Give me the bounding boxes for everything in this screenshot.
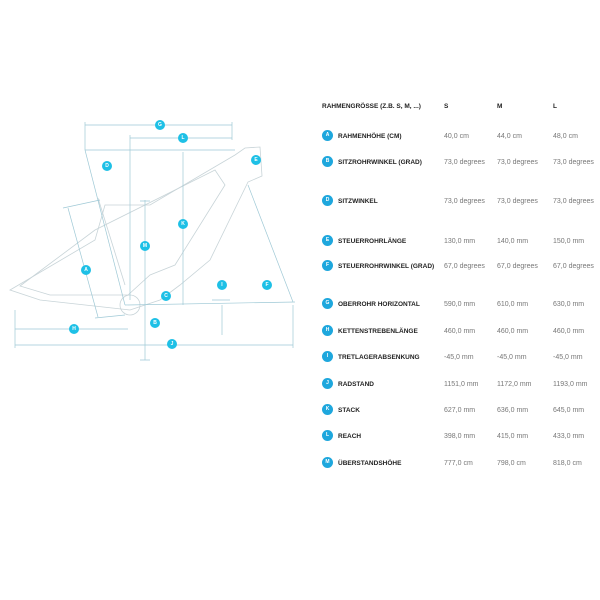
header-size-label: RAHMENGRÖSSE (Z.B. S, M, ...) [322,103,421,110]
diagram-label-i: I [217,280,227,290]
diagram-label-b: B [150,318,160,328]
value-l: 48,0 cm [553,133,578,140]
value-s: 1151,0 mm [444,381,479,388]
value-s: 40,0 cm [444,133,469,140]
row-label: ÜBERSTANDSHÖHE [338,460,402,467]
value-m: 636,0 mm [497,407,529,414]
letter-badge: A [322,130,333,141]
letter-badge: L [322,430,333,441]
value-s: 627,0 mm [444,407,476,414]
letter-badge: G [322,298,333,309]
header-size-m: M [497,103,503,110]
value-m: 1172,0 mm [497,381,532,388]
row-label: SITZROHRWINKEL (GRAD) [338,159,422,166]
row-label: RADSTAND [338,381,374,388]
diagram-label-j: J [167,339,177,349]
value-m: 415,0 mm [497,433,529,440]
letter-badge: D [322,195,333,206]
value-s: 460,0 mm [444,328,476,335]
row-label: REACH [338,433,362,440]
value-m: 140,0 mm [497,238,529,245]
diagram-label-m: M [140,241,150,251]
value-m: 44,0 cm [497,133,522,140]
diagram-label-k: K [178,219,188,229]
value-l: 1193,0 mm [553,381,588,388]
value-l: 150,0 mm [553,238,585,245]
row-label: TRETLAGERABSENKUNG [338,354,420,361]
value-l: 818,0 cm [553,460,582,467]
value-l: 73,0 degrees [553,198,594,205]
value-l: 433,0 mm [553,433,585,440]
value-s: 398,0 mm [444,433,476,440]
diagram-label-g: G [155,120,165,130]
diagram-label-h: H [69,324,79,334]
letter-badge: H [322,325,333,336]
row-label: OBERROHR HORIZONTAL [338,301,420,308]
value-l: 460,0 mm [553,328,585,335]
letter-badge: B [322,156,333,167]
header-size-s: S [444,103,449,110]
letter-badge: K [322,404,333,415]
letter-badge: E [322,235,333,246]
value-l: 73,0 degrees [553,159,594,166]
value-s: 590,0 mm [444,301,476,308]
header-size-l: L [553,103,557,110]
value-m: 67,0 degrees [497,263,538,270]
letter-badge: I [322,351,333,362]
value-l: 645,0 mm [553,407,585,414]
letter-badge: F [322,260,333,271]
value-l: -45,0 mm [553,354,583,361]
diagram-label-l: L [178,133,188,143]
value-m: 610,0 mm [497,301,529,308]
value-l: 630,0 mm [553,301,585,308]
value-s: -45,0 mm [444,354,474,361]
row-label: KETTENSTREBENLÄNGE [338,328,418,335]
value-s: 130,0 mm [444,238,476,245]
diagram-label-e: E [251,155,261,165]
row-label: STEUERROHRLÄNGE [338,238,407,245]
row-label: RAHMENHÖHE (CM) [338,133,402,140]
row-label: SITZWINKEL [338,198,378,205]
value-s: 777,0 cm [444,460,473,467]
value-m: -45,0 mm [497,354,527,361]
diagram-label-f: F [262,280,272,290]
bike-geometry-diagram: G L D E K M A I F C B H J [0,110,300,370]
value-m: 73,0 degrees [497,198,538,205]
diagram-label-c: C [161,291,171,301]
diagram-label-a: A [81,265,91,275]
row-label: STEUERROHRWINKEL (GRAD) [338,263,435,270]
value-m: 798,0 cm [497,460,526,467]
row-label: STACK [338,407,360,414]
value-m: 73,0 degrees [497,159,538,166]
diagram-label-d: D [102,161,112,171]
bike-frame-drawing [9,122,296,361]
value-s: 73,0 degrees [444,159,485,166]
letter-badge: M [322,457,333,468]
value-s: 73,0 degrees [444,198,485,205]
value-l: 67,0 degrees [553,263,594,270]
value-m: 460,0 mm [497,328,529,335]
value-s: 67,0 degrees [444,263,485,270]
letter-badge: J [322,378,333,389]
